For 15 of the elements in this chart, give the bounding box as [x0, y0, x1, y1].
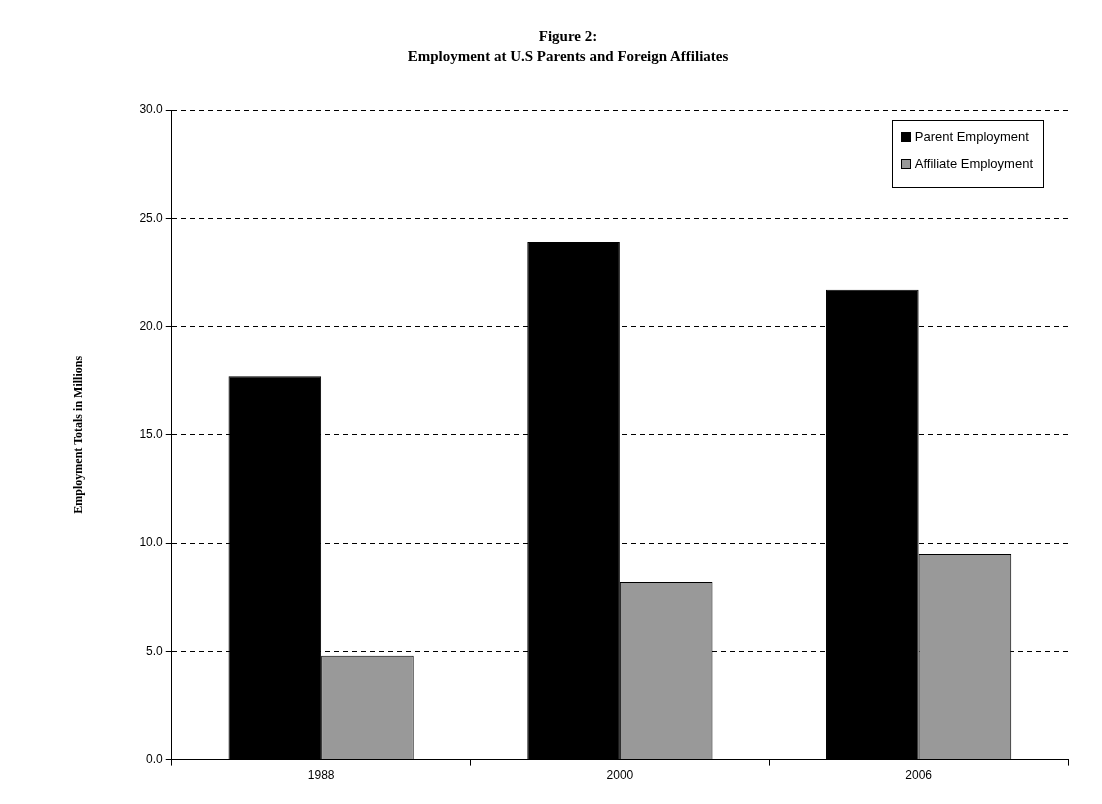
y-axis-title: Employment Totals in Millions [71, 355, 86, 514]
y-tick-label: 30.0 [139, 102, 164, 117]
legend-label: Affiliate Employment [914, 156, 1033, 171]
y-tick-label: 10.0 [139, 535, 164, 550]
y-tick-label: 20.0 [139, 318, 164, 333]
x-tick-label: 1988 [307, 768, 335, 783]
y-tick-label: 15.0 [139, 427, 164, 442]
chart-subtitle: Employment at U.S Parents and Foreign Affiliates [407, 47, 729, 64]
y-tick-label: 0.0 [146, 751, 164, 766]
x-tick-label: 2006 [905, 768, 933, 783]
x-tick-label: 2000 [606, 768, 634, 783]
chart-title: Figure 2: [538, 27, 598, 44]
y-tick-label: 5.0 [146, 643, 164, 658]
legend-label: Parent Employment [914, 129, 1029, 144]
y-tick-label: 25.0 [139, 210, 164, 225]
